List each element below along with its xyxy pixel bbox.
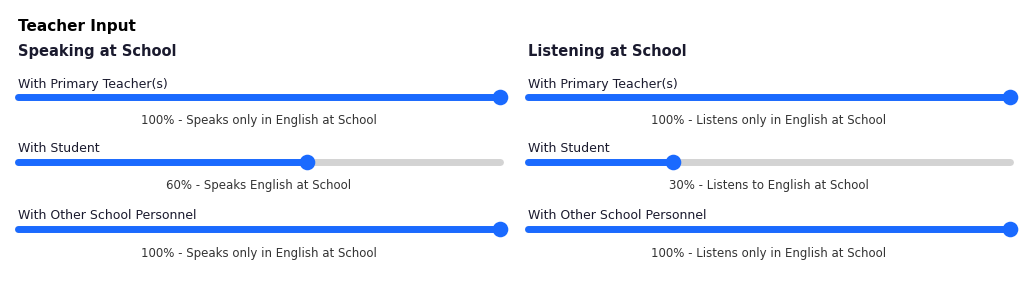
Text: With Student: With Student (18, 142, 99, 155)
Text: 60% - Speaks English at School: 60% - Speaks English at School (167, 179, 351, 192)
Text: 100% - Speaks only in English at School: 100% - Speaks only in English at School (141, 114, 377, 127)
Point (665, 159, 681, 164)
Point (299, 159, 315, 164)
Text: With Primary Teacher(s): With Primary Teacher(s) (18, 78, 168, 91)
Point (1001, 227, 1018, 231)
Text: With Other School Personnel: With Other School Personnel (528, 209, 707, 222)
Text: Listening at School: Listening at School (528, 44, 687, 59)
Point (492, 227, 508, 231)
Point (492, 95, 508, 99)
Text: 100% - Listens only in English at School: 100% - Listens only in English at School (651, 114, 887, 127)
Text: With Primary Teacher(s): With Primary Teacher(s) (528, 78, 678, 91)
Text: 100% - Speaks only in English at School: 100% - Speaks only in English at School (141, 247, 377, 260)
Text: 100% - Listens only in English at School: 100% - Listens only in English at School (651, 247, 887, 260)
Text: With Student: With Student (528, 142, 609, 155)
Text: With Other School Personnel: With Other School Personnel (18, 209, 197, 222)
Text: Speaking at School: Speaking at School (18, 44, 176, 59)
Text: 30% - Listens to English at School: 30% - Listens to English at School (669, 179, 869, 192)
Text: Teacher Input: Teacher Input (18, 19, 136, 34)
Point (1001, 95, 1018, 99)
